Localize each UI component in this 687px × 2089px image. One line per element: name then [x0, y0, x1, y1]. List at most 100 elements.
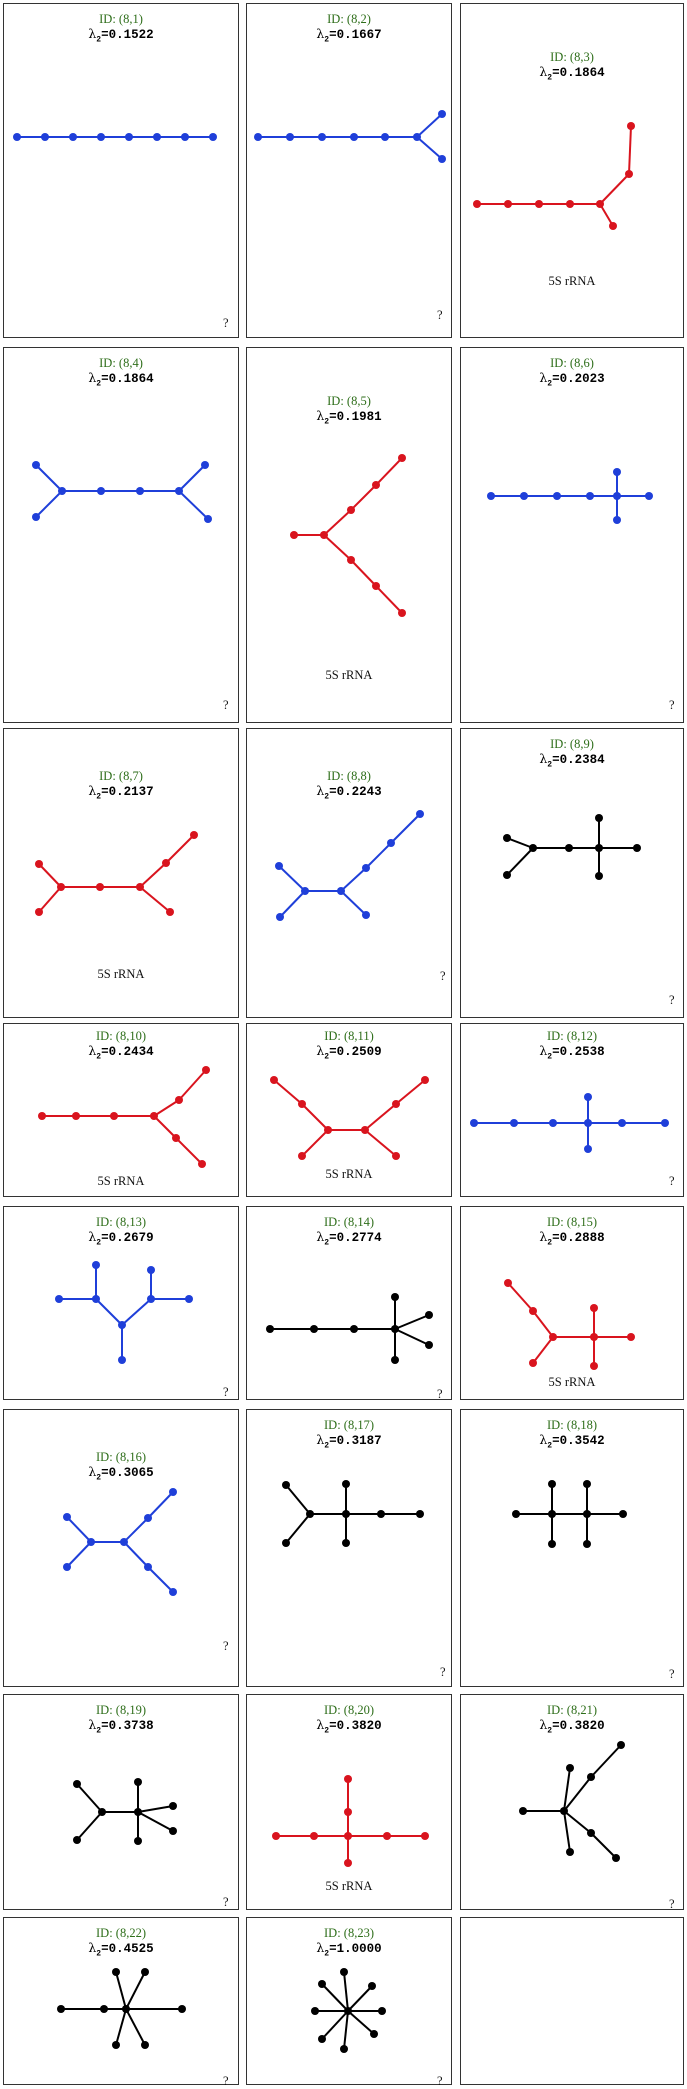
graph-edge — [394, 1328, 430, 1346]
graph-node — [583, 1540, 591, 1548]
graph-node — [487, 492, 495, 500]
graph-node — [584, 1119, 592, 1127]
graph-node — [504, 200, 512, 208]
graph-edge — [343, 1971, 349, 2012]
unknown-mark: ? — [223, 316, 229, 330]
tree-graph — [473, 122, 635, 230]
tree-graph — [512, 1480, 627, 1548]
graph-cell: ID: (8,1) λ2=0.1522? — [3, 3, 239, 338]
graph-edge — [375, 585, 403, 614]
equals-sign: = — [101, 785, 109, 799]
graph-node — [391, 1356, 399, 1364]
equals-sign: = — [552, 753, 560, 767]
graph-cell: ID: (8,5) λ2=0.1981 5S rRNA — [246, 347, 452, 723]
graph-node — [98, 1808, 106, 1816]
graph-header: ID: (8,6) λ2=0.2023 — [461, 356, 683, 392]
graph-edge — [375, 457, 403, 486]
graph-edge — [416, 113, 443, 138]
lambda-number: 0.2774 — [336, 1231, 382, 1245]
tree-graph — [55, 1261, 193, 1364]
graph-node — [324, 1126, 332, 1134]
graph-node — [378, 2007, 386, 2015]
graph-header: ID: (8,3) λ2=0.1864 — [461, 50, 683, 86]
graph-edge — [38, 863, 62, 888]
lambda-number: 0.2384 — [559, 753, 605, 767]
lambda-subscript: 2 — [324, 417, 330, 427]
lambda-subscript: 2 — [547, 760, 553, 770]
graph-header: ID: (8,12) λ2=0.2538 — [461, 1029, 683, 1065]
lambda-subscript: 2 — [324, 35, 330, 45]
graph-id: ID: (8,8) — [327, 769, 371, 783]
graph-edge — [139, 862, 167, 888]
graph-node — [350, 1325, 358, 1333]
graph-node — [112, 1968, 120, 1976]
graph-node — [548, 1480, 556, 1488]
graph-node — [633, 844, 641, 852]
graph-node — [190, 831, 198, 839]
graph-header: ID: (8,14) λ2=0.2774 — [247, 1215, 451, 1251]
graph-node — [362, 911, 370, 919]
graph-node — [162, 859, 170, 867]
lambda-symbol: λ — [539, 1717, 548, 1732]
graph-node — [96, 883, 104, 891]
graph-id: ID: (8,20) — [324, 1703, 374, 1717]
graph-edge — [285, 1513, 311, 1544]
graph-node — [560, 1807, 568, 1815]
graph-edge — [365, 842, 392, 869]
graph-node — [318, 133, 326, 141]
lambda-subscript: 2 — [324, 1052, 330, 1062]
graph-node — [609, 222, 617, 230]
graph-node — [340, 2045, 348, 2053]
tree-graph — [38, 1066, 210, 1168]
graph-cell: ID: (8,14) λ2=0.2774? — [246, 1206, 452, 1401]
graph-edge — [125, 1971, 146, 2010]
lambda-symbol: λ — [316, 1229, 325, 1244]
graph-edge — [563, 1810, 592, 1834]
lambda-value: λ2=0.3738 — [4, 1717, 238, 1739]
graph-edge — [563, 1810, 571, 1853]
graph-edge — [76, 1783, 103, 1813]
graph-edge — [178, 1069, 207, 1101]
empty-cell — [460, 1917, 684, 2085]
lambda-symbol: λ — [539, 1432, 548, 1447]
graph-node — [63, 1513, 71, 1521]
lambda-subscript: 2 — [324, 1949, 330, 1959]
graph-node — [416, 810, 424, 818]
graph-edge — [590, 1744, 622, 1778]
lambda-value: λ2=0.3065 — [4, 1464, 238, 1486]
graph-edge — [394, 1314, 430, 1330]
graph-edge — [153, 1099, 180, 1117]
graph-node — [566, 1764, 574, 1772]
graph-id: ID: (8,9) — [550, 737, 594, 751]
graph-edge — [285, 1484, 311, 1515]
graph-node — [337, 887, 345, 895]
graph-node — [318, 1980, 326, 1988]
graph-edge — [66, 1541, 92, 1568]
graph-edge — [115, 2008, 127, 2046]
unknown-mark: ? — [437, 2074, 443, 2088]
graph-edge — [279, 890, 306, 918]
equals-sign: = — [101, 1719, 109, 1733]
lambda-value: λ2=0.2679 — [4, 1229, 238, 1251]
graph-node — [282, 1481, 290, 1489]
graph-edge — [532, 1336, 554, 1364]
graph-edge — [147, 1566, 174, 1593]
lambda-number: 0.1864 — [559, 66, 605, 80]
graph-cell: ID: (8,7) λ2=0.2137 5S rRNA — [3, 728, 239, 1018]
tree-graph — [32, 461, 212, 523]
graph-node — [587, 1829, 595, 1837]
graph-edge — [390, 813, 421, 844]
graph-node — [35, 860, 43, 868]
unknown-mark: ? — [669, 698, 675, 712]
graph-edge — [395, 1079, 426, 1105]
graph-node — [613, 516, 621, 524]
lambda-number: 0.3065 — [108, 1466, 154, 1480]
unknown-mark: ? — [223, 1639, 229, 1653]
graph-edge — [35, 464, 63, 492]
graph-cell: ID: (8,11) λ2=0.2509 5S rRNA — [246, 1023, 452, 1197]
graph-node — [97, 487, 105, 495]
lambda-number: 0.2023 — [559, 372, 605, 386]
lambda-symbol: λ — [88, 1940, 97, 1955]
graph-edge — [321, 2010, 349, 2040]
graph-edge — [599, 173, 630, 205]
